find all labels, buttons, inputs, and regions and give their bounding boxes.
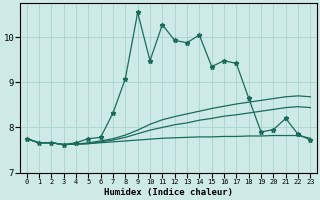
X-axis label: Humidex (Indice chaleur): Humidex (Indice chaleur): [104, 188, 233, 197]
